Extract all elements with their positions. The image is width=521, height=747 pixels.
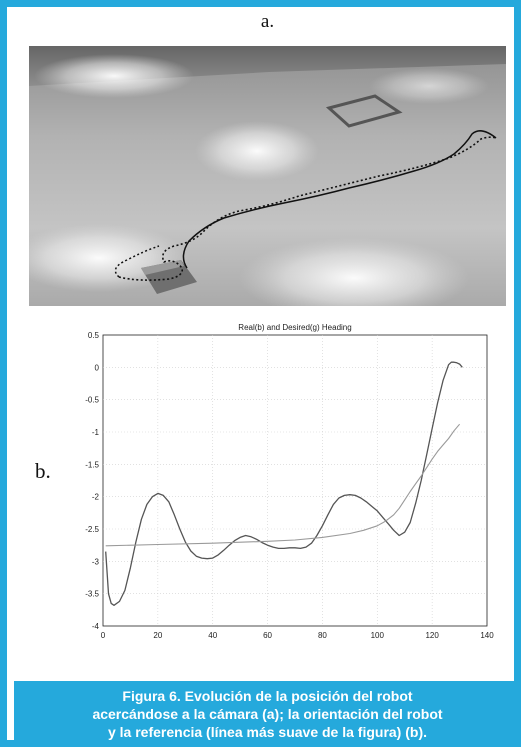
x-tick-label: 80: [318, 631, 327, 640]
y-tick-label: -3: [92, 557, 100, 566]
x-tick-label: 120: [425, 631, 439, 640]
panel-label-a: a.: [260, 11, 275, 32]
panel-label-b: b.: [35, 459, 51, 483]
caption-line-2: acercándose a la cámara (a); la orientac…: [92, 706, 443, 722]
figure-caption: Figura 6. Evolución de la posición del r…: [14, 681, 521, 747]
series-line-real-heading: [105, 361, 463, 606]
y-tick-label: -2.5: [85, 525, 99, 534]
y-tick-label: 0.5: [88, 331, 100, 340]
plot-area: [102, 334, 488, 627]
y-tick-label: -1: [92, 428, 100, 437]
x-tick-label: 0: [101, 631, 106, 640]
robot-trajectory-photo: [29, 46, 506, 306]
x-tick-label: 140: [480, 631, 494, 640]
y-tick-label: -2: [92, 493, 100, 502]
caption-line-3: y la referencia (línea más suave de la f…: [107, 724, 427, 740]
floor-marker-square: [325, 94, 403, 128]
series-line-desired-heading: [105, 423, 461, 547]
y-tick-label: -1.5: [85, 460, 99, 469]
heading-chart: 0.5 0 -0.5 -1 -1.5 -2 -2.5 -3 -3.5 -4 0 20 40 60 80 10…: [65, 319, 505, 644]
trajectory-solid-path: [182, 130, 497, 269]
x-tick-label: 20: [153, 631, 162, 640]
x-tick-label: 40: [208, 631, 217, 640]
y-tick-label: -4: [92, 622, 100, 631]
y-tick-label: 0: [95, 363, 100, 372]
x-tick-label: 60: [263, 631, 272, 640]
y-tick-label: -0.5: [85, 396, 99, 405]
heading-chart-svg: 0.5 0 -0.5 -1 -1.5 -2 -2.5 -3 -3.5 -4 0 20 40 60 80 10…: [85, 323, 494, 640]
chart-title: Real(b) and Desired(g) Heading: [238, 323, 351, 332]
floor-photo-illustration: [29, 46, 506, 306]
x-tick-label: 100: [371, 631, 385, 640]
caption-line-1: Figura 6. Evolución de la posición del r…: [122, 688, 413, 704]
y-tick-label: -3.5: [85, 590, 99, 599]
